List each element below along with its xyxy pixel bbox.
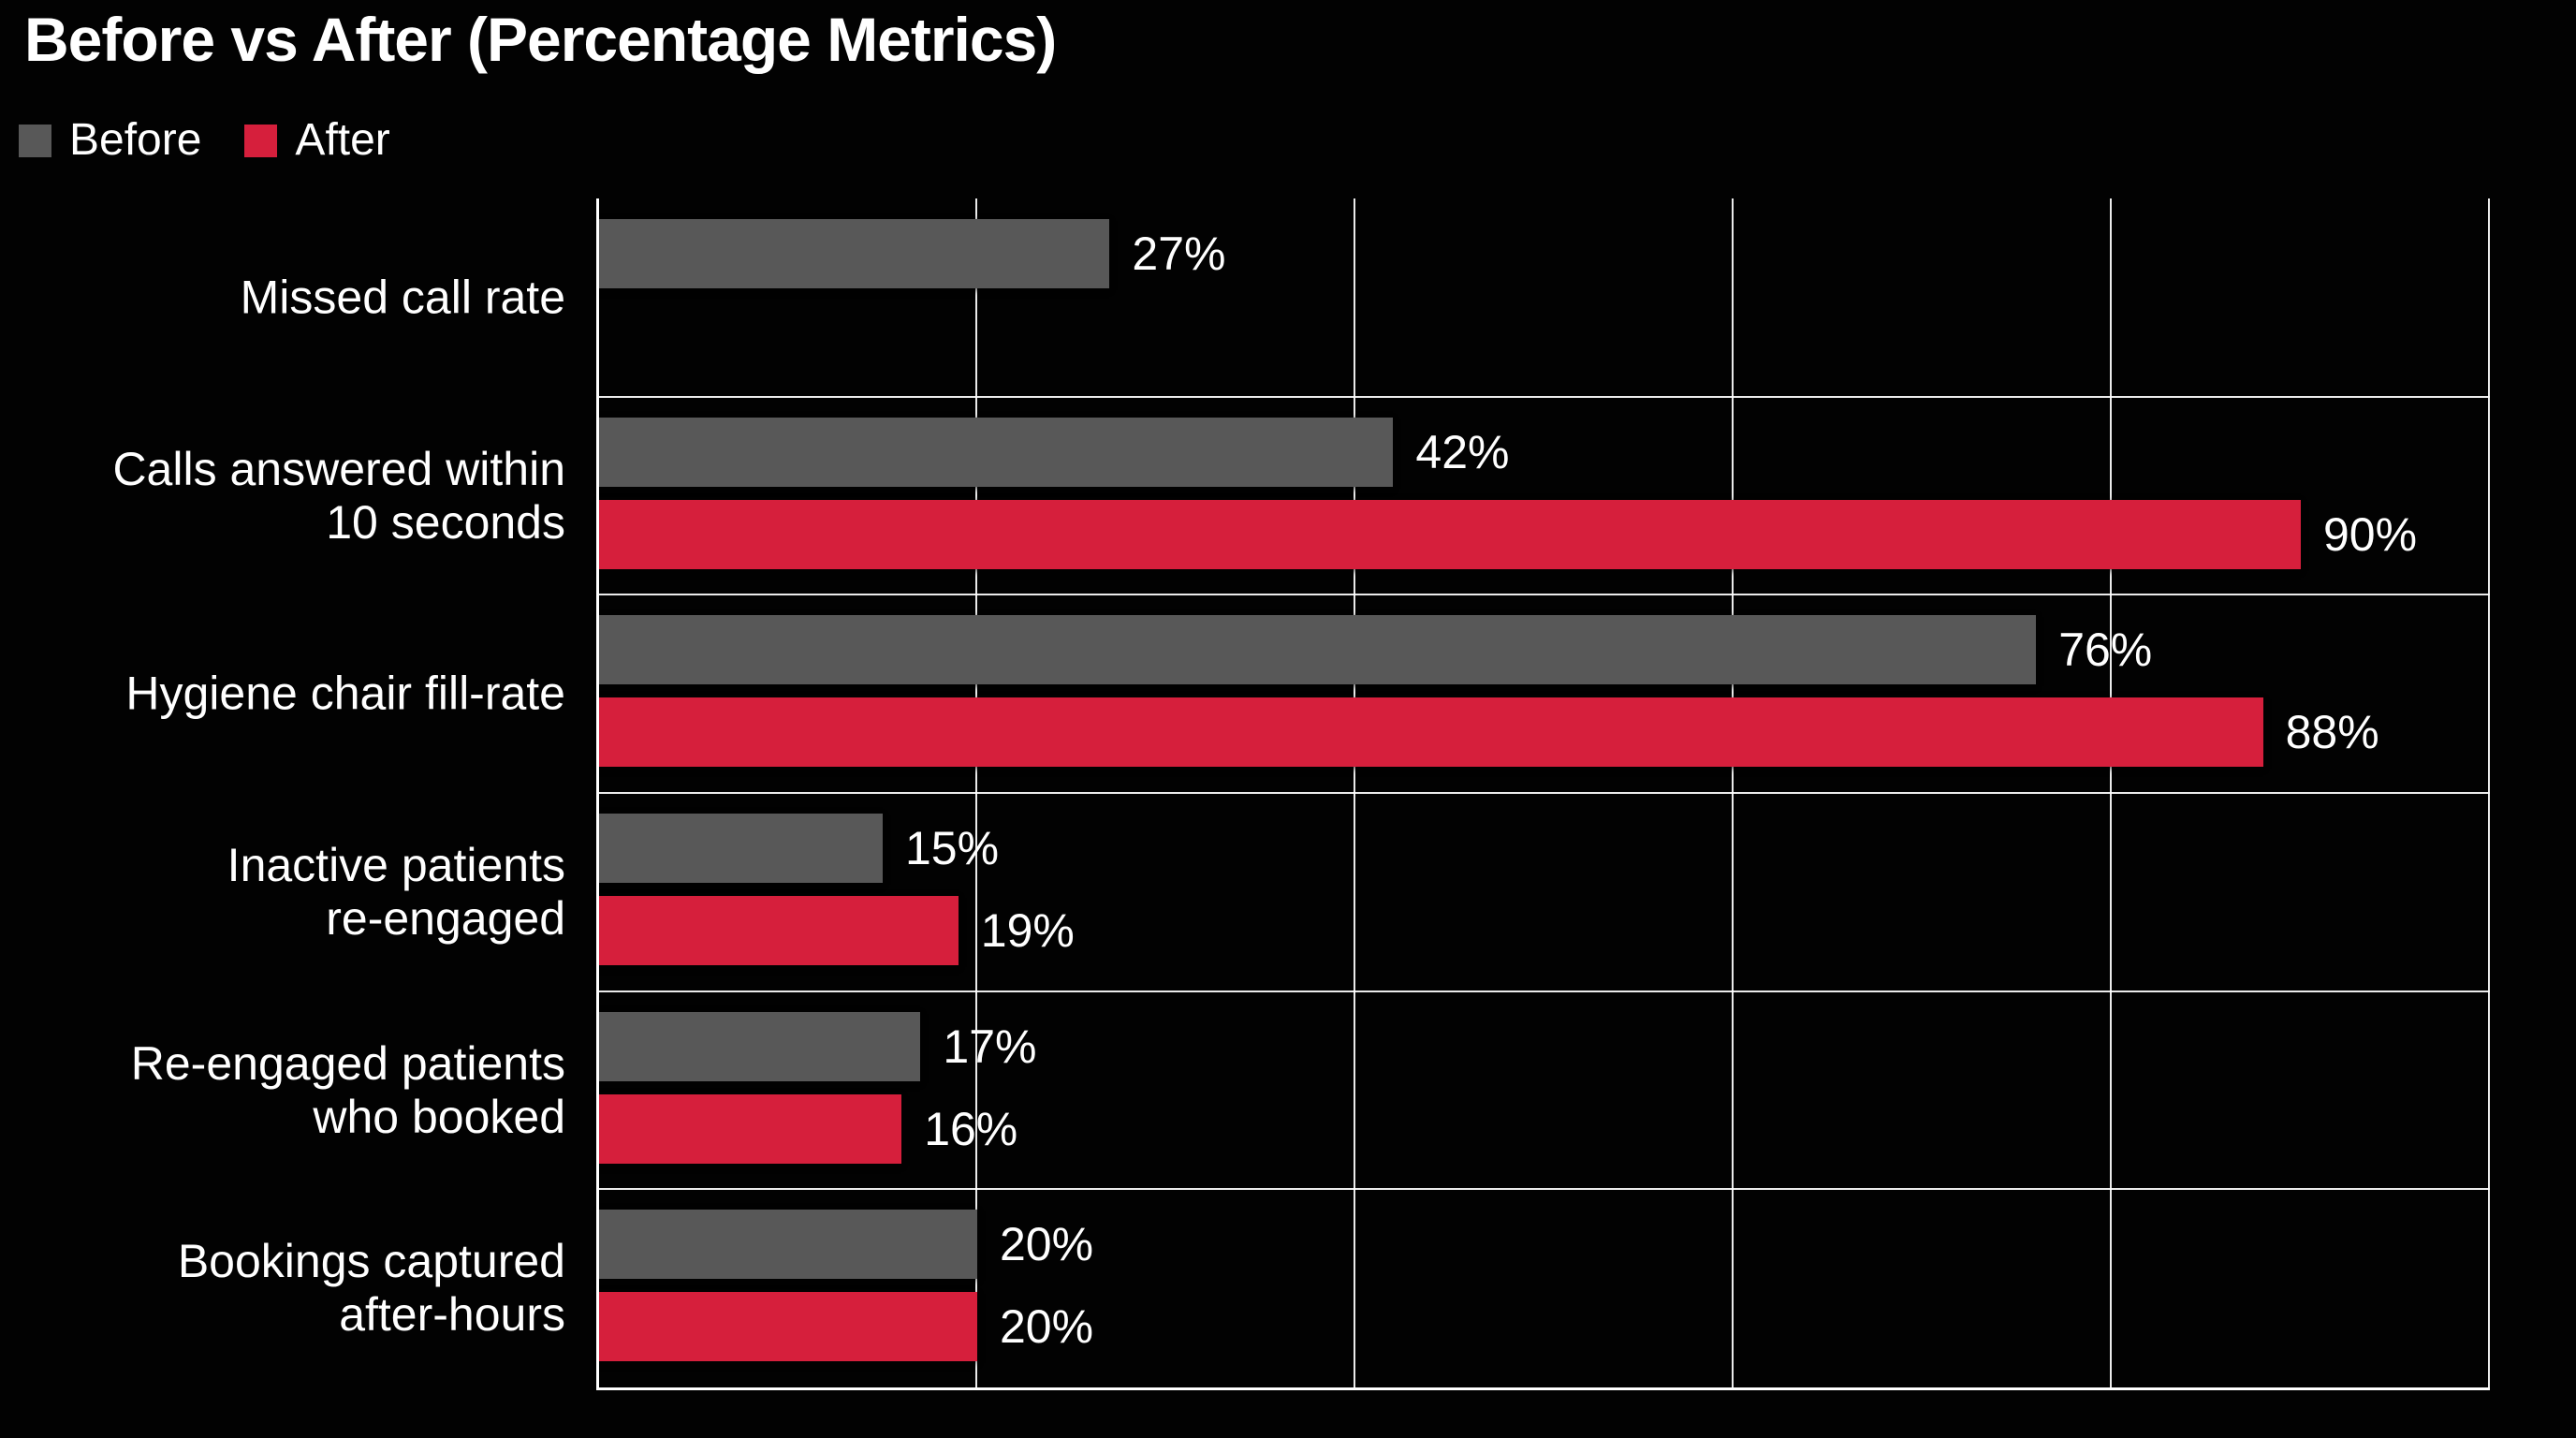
- band-gridline: [599, 594, 2490, 596]
- plot-area: 27% 42% 90% 76% 88% 15% 19% 17% 16% 20% 20%: [596, 198, 2490, 1390]
- x-axis-spine: [596, 1387, 2490, 1390]
- bar-value-label: 88%: [2285, 706, 2379, 759]
- bar-value-label: 27%: [1132, 227, 1226, 280]
- bar-after: [599, 896, 959, 965]
- y-axis-spine: [596, 198, 599, 1387]
- legend-label-after: After: [295, 115, 390, 165]
- bar-value-label: 15%: [905, 822, 1000, 874]
- category-label: Missed call rate: [240, 271, 565, 324]
- bar-value-label: 42%: [1415, 425, 1510, 478]
- bar-before: [599, 1011, 921, 1081]
- band-gridline: [599, 990, 2490, 992]
- category-label: Bookings captured after-hours: [177, 1235, 565, 1342]
- legend-item-after: After: [244, 115, 390, 165]
- legend-label-before: Before: [69, 115, 202, 165]
- bar-before: [599, 219, 1110, 288]
- bar-value-label: 19%: [980, 904, 1075, 957]
- bar-value-label: 17%: [943, 1020, 1037, 1073]
- bar-value-label: 16%: [924, 1102, 1018, 1155]
- legend-item-before: Before: [19, 118, 201, 163]
- category-label: Re-engaged patients who booked: [130, 1036, 565, 1143]
- bar-value-label: 76%: [2058, 624, 2153, 677]
- band-gridline: [599, 792, 2490, 794]
- legend: Before After: [19, 118, 390, 163]
- category-label: Calls answered within 10 seconds: [112, 442, 565, 549]
- bar-after: [599, 1292, 977, 1362]
- bar-before: [599, 417, 1394, 487]
- bar-value-label: 20%: [1000, 1218, 1094, 1271]
- bar-value-label: 20%: [1000, 1300, 1094, 1354]
- category-label: Hygiene chair fill-rate: [125, 667, 565, 720]
- category-label: Inactive patients re-engaged: [227, 838, 565, 945]
- bar-before: [599, 615, 2037, 685]
- band-gridline: [599, 1188, 2490, 1191]
- bar-after: [599, 1093, 902, 1164]
- bar-before: [599, 1210, 977, 1280]
- legend-swatch-after: [244, 124, 278, 157]
- bar-after: [599, 697, 2263, 768]
- legend-swatch-before: [19, 124, 51, 157]
- chart-title: Before vs After (Percentage Metrics): [24, 5, 1057, 74]
- bar-after: [599, 499, 2301, 569]
- bar-value-label: 90%: [2323, 507, 2418, 561]
- band-gridline: [599, 395, 2490, 398]
- category-labels: Missed call rate Calls answered within 10 …: [0, 198, 565, 1387]
- bar-before: [599, 814, 883, 883]
